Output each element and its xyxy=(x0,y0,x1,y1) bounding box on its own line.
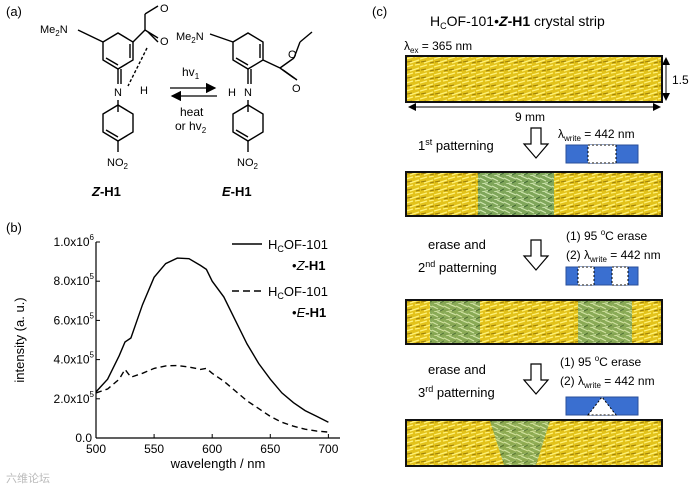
step3-write: (2) λwrite = 442 nm xyxy=(560,374,655,390)
step2-line0: erase and xyxy=(428,237,486,252)
panel-c-title: HCOF-101•Z-H1 crystal strip xyxy=(430,13,605,31)
x-tick-label-4: 700 xyxy=(318,442,338,456)
y-tick-label-1: 2.0x105 xyxy=(54,390,95,406)
z-h-atom: H xyxy=(140,85,148,97)
z-no2: NO2 xyxy=(107,157,129,171)
step2-mask xyxy=(565,266,639,286)
y-tick-label-5: 1.0x106 xyxy=(54,233,95,249)
step3-erase: (1) 95 oC erase xyxy=(560,354,641,369)
y-tick-label-3: 6.0x105 xyxy=(54,311,95,327)
y-tick-label-4: 8.0x105 xyxy=(54,272,95,288)
forward-condition: hv1 xyxy=(182,65,200,81)
height-dimension: 1.5 xyxy=(672,73,689,87)
e-no2: NO2 xyxy=(237,157,259,171)
z-n-atom: N xyxy=(114,87,122,99)
strip3-green-region-right xyxy=(578,301,632,343)
series-line-e-h1 xyxy=(95,364,329,433)
e-nme2: Me2N xyxy=(176,31,204,45)
step3-mask xyxy=(565,396,639,416)
panel-b-label: (b) xyxy=(6,220,22,235)
y-axis-label: intensity (a. u.) xyxy=(12,297,27,382)
step1-mask xyxy=(565,144,639,164)
e-ester-o: O xyxy=(288,49,297,61)
step2-write: (2) λwrite = 442 nm xyxy=(566,248,661,264)
z-carbonyl-o: O xyxy=(160,36,169,48)
panel-a-label: (a) xyxy=(6,4,22,19)
chart-legend: HCOF-101 •Z-H1 HCOF-101 •E-H1 xyxy=(232,237,328,320)
z-ester-o: O xyxy=(160,3,169,15)
e-h-atom: H xyxy=(228,87,236,99)
width-dimension: 9 mm xyxy=(515,110,545,124)
x-tick-label-0: 500 xyxy=(86,442,106,456)
step1-write: λwrite = 442 nm xyxy=(558,127,635,143)
series-line-z-h1 xyxy=(95,257,329,423)
x-tick-label-1: 550 xyxy=(144,442,164,456)
step3-line1: 3rd patterning xyxy=(418,384,495,400)
e-h1-structure xyxy=(209,31,313,152)
strip2-green-region xyxy=(478,173,554,215)
legend-e-line2: •E-H1 xyxy=(292,305,326,320)
step3-line0: erase and xyxy=(428,362,486,377)
strip4-green-region xyxy=(490,421,550,465)
excitation-wavelength: λex = 365 nm xyxy=(404,39,472,55)
y-tick-label-0: 0.0 xyxy=(75,431,92,445)
step1-down-arrow xyxy=(522,127,550,159)
x-axis-label: wavelength / nm xyxy=(170,456,266,471)
back-condition-2: or hv2 xyxy=(175,119,207,135)
legend-e-line1: HCOF-101 xyxy=(268,284,328,301)
legend-z-line2: •Z-H1 xyxy=(292,258,325,273)
strip3-green-region-left xyxy=(430,301,480,343)
back-condition-1: heat xyxy=(180,105,204,119)
legend-z-line1: HCOF-101 xyxy=(268,237,328,254)
watermark: 六维论坛 xyxy=(6,471,50,485)
x-tick-label-3: 650 xyxy=(260,442,280,456)
panel-c-label: (c) xyxy=(372,4,387,19)
crystal-strip-initial xyxy=(405,55,663,103)
x-tick-label-2: 600 xyxy=(202,442,222,456)
step2-line1: 2nd patterning xyxy=(418,259,497,275)
step2-down-arrow xyxy=(522,239,550,271)
step2-erase: (1) 95 oC erase xyxy=(566,228,647,243)
e-carbonyl-o: O xyxy=(292,83,301,95)
y-tick-label-2: 4.0x105 xyxy=(54,351,95,367)
step3-down-arrow xyxy=(522,363,550,395)
z-h1-name: Z-H1 xyxy=(91,184,121,199)
z-h1-structure xyxy=(77,5,159,152)
step1-label: 1st patterning xyxy=(418,137,494,153)
reaction-arrows xyxy=(170,82,217,102)
e-h1-name: E-H1 xyxy=(222,184,252,199)
z-nme2: Me2N xyxy=(40,24,68,38)
e-n-atom: N xyxy=(244,87,252,99)
emission-chart: 500 550 600 650 700 0.0 2.0x105 4.0x105 6.0x105 8… xyxy=(12,233,340,471)
